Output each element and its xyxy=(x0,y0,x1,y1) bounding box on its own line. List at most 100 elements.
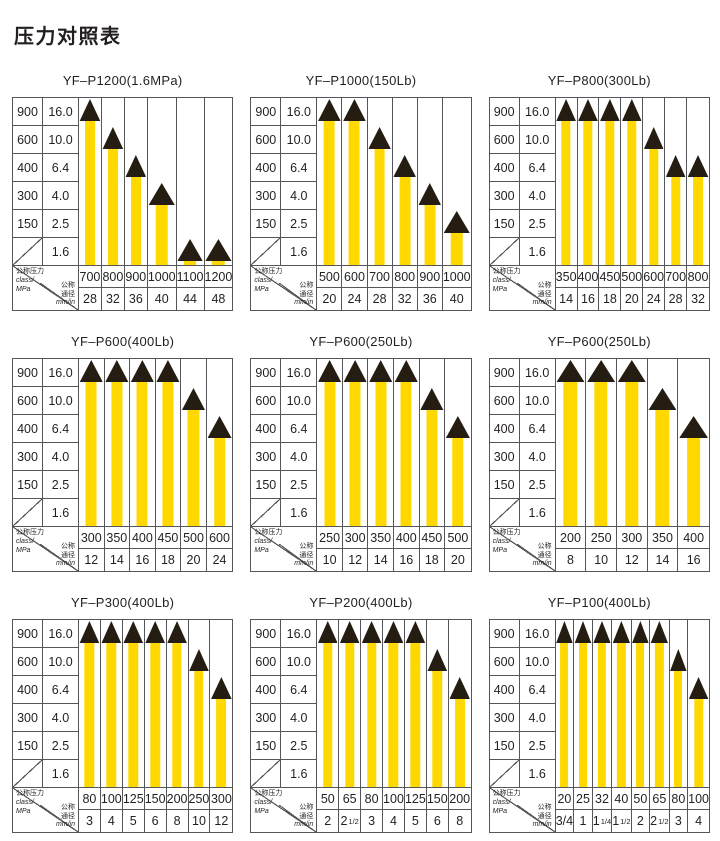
axis-mpa-cell: 10.0 xyxy=(43,126,79,154)
axis-class-cell: 400 xyxy=(13,154,43,182)
dn-mm-cell: 65 xyxy=(650,788,670,810)
bar-column xyxy=(383,620,405,788)
bar-column xyxy=(419,359,446,527)
corner-diameter-line: 通径 xyxy=(537,290,552,298)
bar-column xyxy=(574,620,593,788)
chart-table: 900 16.0 600 10.0 400 6.4 300 4.0 150 2.5 1.6 200 8 2… xyxy=(488,358,710,572)
triangle-marker-icon xyxy=(211,677,232,699)
corner-cell: 公称压力 class/MPa 公称 通径 mm/in xyxy=(251,266,318,310)
chart-card: YF–P200(400Lb) 900 16.0 600 10.0 400 6.4 300 4.0… xyxy=(250,595,472,833)
axis-class-cell: 900 xyxy=(489,620,520,648)
corner-diameter-line: mm/in xyxy=(55,560,75,568)
fraction-part: 1/4 xyxy=(600,816,612,826)
axis-mpa-cell: 10.0 xyxy=(43,387,79,415)
diagonal-slash xyxy=(251,499,282,527)
dn-mm-cell: 400 xyxy=(678,527,709,549)
bar-column xyxy=(592,620,613,788)
dn-inch-cell: 24 xyxy=(212,553,227,567)
bar-column xyxy=(204,98,233,266)
bar-column xyxy=(448,620,471,788)
pressure-bar xyxy=(323,121,335,265)
axis-class-cell: 400 xyxy=(489,154,520,182)
pressure-bar xyxy=(670,177,681,265)
corner-diameter-line: mm/in xyxy=(55,821,75,829)
pressure-bar xyxy=(349,121,360,265)
axis-class-cell: 600 xyxy=(251,387,282,415)
diagonal-slash xyxy=(489,499,520,527)
axis-class-cell: 900 xyxy=(251,98,282,126)
dn-mm-cell: 100 xyxy=(383,788,405,810)
pressure-bar xyxy=(344,643,355,787)
axis-class-cell: 600 xyxy=(13,126,43,154)
axis-mpa-cell: 16.0 xyxy=(43,98,79,126)
axis-class-cell: 900 xyxy=(251,620,282,648)
dn-inch-cell: 40 xyxy=(449,292,464,306)
pressure-bar xyxy=(162,382,174,526)
pressure-bar xyxy=(366,643,377,787)
diagonal-slash xyxy=(13,238,43,266)
dn-mm-cell: 500 xyxy=(317,266,343,288)
dn-mm-cell: 200 xyxy=(448,788,471,810)
dn-mm-cell: 600 xyxy=(206,527,233,549)
bar-column xyxy=(404,620,427,788)
chart-table: 900 16.0 600 10.0 400 6.4 300 4.0 150 2.5 1.6 250 10… xyxy=(250,358,472,572)
corner-pressure-line: class/ xyxy=(254,537,273,545)
axis-class-cell: 600 xyxy=(13,648,43,676)
axis-mpa-cell: 2.5 xyxy=(281,210,318,238)
whole-part: 2 xyxy=(340,814,348,828)
chart-table: 900 16.0 600 10.0 400 6.4 300 4.0 150 2.5 1.6 80 3 10… xyxy=(12,619,234,833)
dn-mm-cell: 1200 xyxy=(204,266,233,288)
whole-part: 1 xyxy=(592,814,600,828)
corner-diameter-label: 公称 通径 mm/in xyxy=(533,804,552,830)
dn-mm-cell: 300 xyxy=(342,527,369,549)
dn-inch-cell: 14 xyxy=(368,549,394,571)
dn-inch-cell: 18 xyxy=(599,288,622,310)
corner-diameter-line: 通径 xyxy=(61,290,75,298)
bar-column xyxy=(426,620,449,788)
fraction-part: 1/2 xyxy=(658,816,669,826)
triangle-marker-icon xyxy=(648,388,677,410)
axis-mpa-cell: 6.4 xyxy=(43,415,79,443)
axis-mpa-cell: 4.0 xyxy=(43,704,79,732)
chart-table: 900 16.0 600 10.0 400 6.4 300 4.0 150 2.5 1.6 300 12… xyxy=(12,358,234,572)
dn-inch-cell: 24 xyxy=(342,288,368,310)
pressure-bar xyxy=(649,149,659,265)
axis-class-cell: 150 xyxy=(489,471,520,499)
bar-column xyxy=(555,359,587,527)
axis-class-cell: 150 xyxy=(251,732,282,760)
axis-mpa-cell: 1.6 xyxy=(281,238,318,266)
axis-mpa-cell: 16.0 xyxy=(281,98,318,126)
corner-pressure-label: 公称压力 class/MPa xyxy=(493,529,521,555)
axis-class-cell: 900 xyxy=(489,98,520,126)
pressure-bar xyxy=(655,410,670,526)
dn-mm-cell: 300 xyxy=(616,527,648,549)
corner-diameter-label: 公称 通径 mm/in xyxy=(56,804,75,830)
triangle-marker-icon xyxy=(156,360,180,382)
axis-class-cell: 150 xyxy=(489,210,520,238)
corner-pressure-line: class/ xyxy=(254,276,273,284)
triangle-marker-icon xyxy=(339,621,360,643)
bar-column xyxy=(188,620,211,788)
triangle-marker-icon xyxy=(643,127,664,149)
dn-mm-cell: 50 xyxy=(631,788,651,810)
dn-mm-cell: 700 xyxy=(367,266,393,288)
bar-column xyxy=(317,98,343,266)
pressure-bar xyxy=(106,643,117,787)
axis-mpa-cell: 16.0 xyxy=(43,359,79,387)
corner-diameter-line: 公称 xyxy=(299,281,314,289)
axis-class-cell: 300 xyxy=(13,443,43,471)
charts-grid: YF–P1200(1.6MPa) 900 16.0 600 10.0 400 6.4 300 4… xyxy=(12,73,710,833)
pressure-bar xyxy=(85,382,97,526)
dn-mm-cell: 900 xyxy=(417,266,443,288)
bar-column xyxy=(445,359,471,527)
bar-column xyxy=(631,620,651,788)
corner-pressure-label: 公称压力 class/MPa xyxy=(254,529,282,555)
axis-class-cell: 900 xyxy=(251,359,282,387)
bar-column xyxy=(122,620,145,788)
triangle-marker-icon xyxy=(445,416,470,438)
corner-pressure-line: 公称压力 xyxy=(254,790,283,797)
dn-mm-cell: 350 xyxy=(555,266,578,288)
dn-mm-cell: 250 xyxy=(317,527,343,549)
pressure-bar xyxy=(432,671,442,787)
corner-diameter-label: 公称 通径 mm/in xyxy=(533,282,552,308)
